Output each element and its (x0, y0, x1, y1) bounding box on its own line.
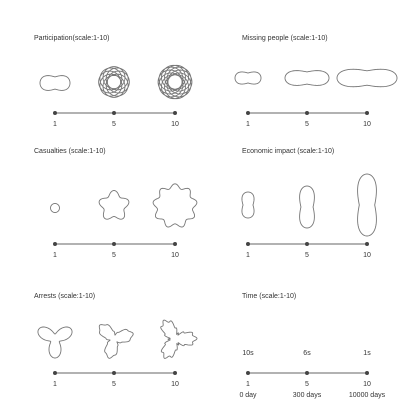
casualties-glyph-1 (50, 203, 60, 213)
participation-glyph-5 (98, 66, 130, 98)
panel-missing-people: Missing people (scale:1-10) 1 5 10 (234, 35, 398, 128)
panel-arrests: Arrests (scale:1-10) 1 5 10 (34, 293, 198, 388)
scale-dot (246, 242, 250, 246)
duration-label: 10s (242, 350, 254, 357)
scale-tick: 1 (53, 381, 57, 388)
scale-tick: 10 (171, 121, 179, 128)
casualties-glyph-5 (98, 190, 130, 220)
scale-tick: 10 (171, 252, 179, 259)
panel-title: Arrests (scale:1-10) (34, 293, 95, 300)
participation-glyph-1 (39, 75, 71, 91)
scale-tick: 1 (246, 381, 250, 388)
scale-tick: 10 (363, 381, 371, 388)
scale-tick: 1 (246, 121, 250, 128)
days-label: 0 day (239, 392, 257, 399)
economic-glyph-10 (357, 173, 377, 237)
scale-dot (112, 371, 116, 375)
scale-tick: 1 (53, 121, 57, 128)
days-label: 10000 days (349, 392, 386, 399)
participation-glyph-10 (157, 64, 193, 100)
missing-glyph-10 (336, 68, 398, 88)
economic-glyph-5 (299, 185, 315, 229)
scale-dot (305, 371, 309, 375)
arrests-glyph-5 (98, 324, 134, 359)
scale-dot (53, 371, 57, 375)
duration-label: 6s (303, 350, 311, 357)
scale-tick: 5 (305, 121, 309, 128)
scale-dot (53, 111, 57, 115)
panel-title: Time (scale:1-10) (242, 293, 296, 300)
panel-title: Participation(scale:1-10) (34, 35, 109, 42)
scale-dot (173, 111, 177, 115)
scale-dot (173, 371, 177, 375)
duration-label: 1s (363, 350, 371, 357)
scale-dot (365, 242, 369, 246)
scale-tick: 5 (112, 121, 116, 128)
scale-dot (365, 371, 369, 375)
scale-dot (365, 111, 369, 115)
missing-glyph-5 (284, 70, 330, 86)
economic-glyph-1 (241, 191, 255, 219)
panel-economic-impact: Economic impact (scale:1-10) 1 5 10 (241, 148, 377, 259)
scale-dot (305, 111, 309, 115)
scale-tick: 1 (246, 252, 250, 259)
missing-glyph-1 (234, 71, 262, 85)
scale-dot (53, 242, 57, 246)
scale-dot (112, 242, 116, 246)
scale-tick: 10 (363, 252, 371, 259)
scale-tick: 1 (53, 252, 57, 259)
scale-tick: 10 (171, 381, 179, 388)
scale-dot (246, 111, 250, 115)
scale-tick: 5 (112, 381, 116, 388)
scale-dot (112, 111, 116, 115)
scale-dot (173, 242, 177, 246)
scale-tick: 5 (112, 252, 116, 259)
casualties-glyph-10 (152, 183, 198, 228)
arrests-glyph-1 (37, 326, 73, 359)
days-label: 300 days (293, 392, 322, 399)
scale-tick: 5 (305, 381, 309, 388)
panel-casualties: Casualties (scale:1-10) 1 5 10 (34, 148, 198, 259)
arrests-glyph-10 (160, 319, 198, 359)
panel-title: Casualties (scale:1-10) (34, 148, 106, 155)
panel-time: Time (scale:1-10) 10s 6s 1s 1 5 10 0 day… (239, 293, 385, 399)
panel-title: Missing people (scale:1-10) (242, 35, 328, 42)
panel-title: Economic impact (scale:1-10) (242, 148, 334, 155)
scale-tick: 10 (363, 121, 371, 128)
scale-dot (305, 242, 309, 246)
scale-dot (246, 371, 250, 375)
panel-participation: Participation(scale:1-10) 1 5 10 (34, 35, 193, 128)
scale-tick: 5 (305, 252, 309, 259)
